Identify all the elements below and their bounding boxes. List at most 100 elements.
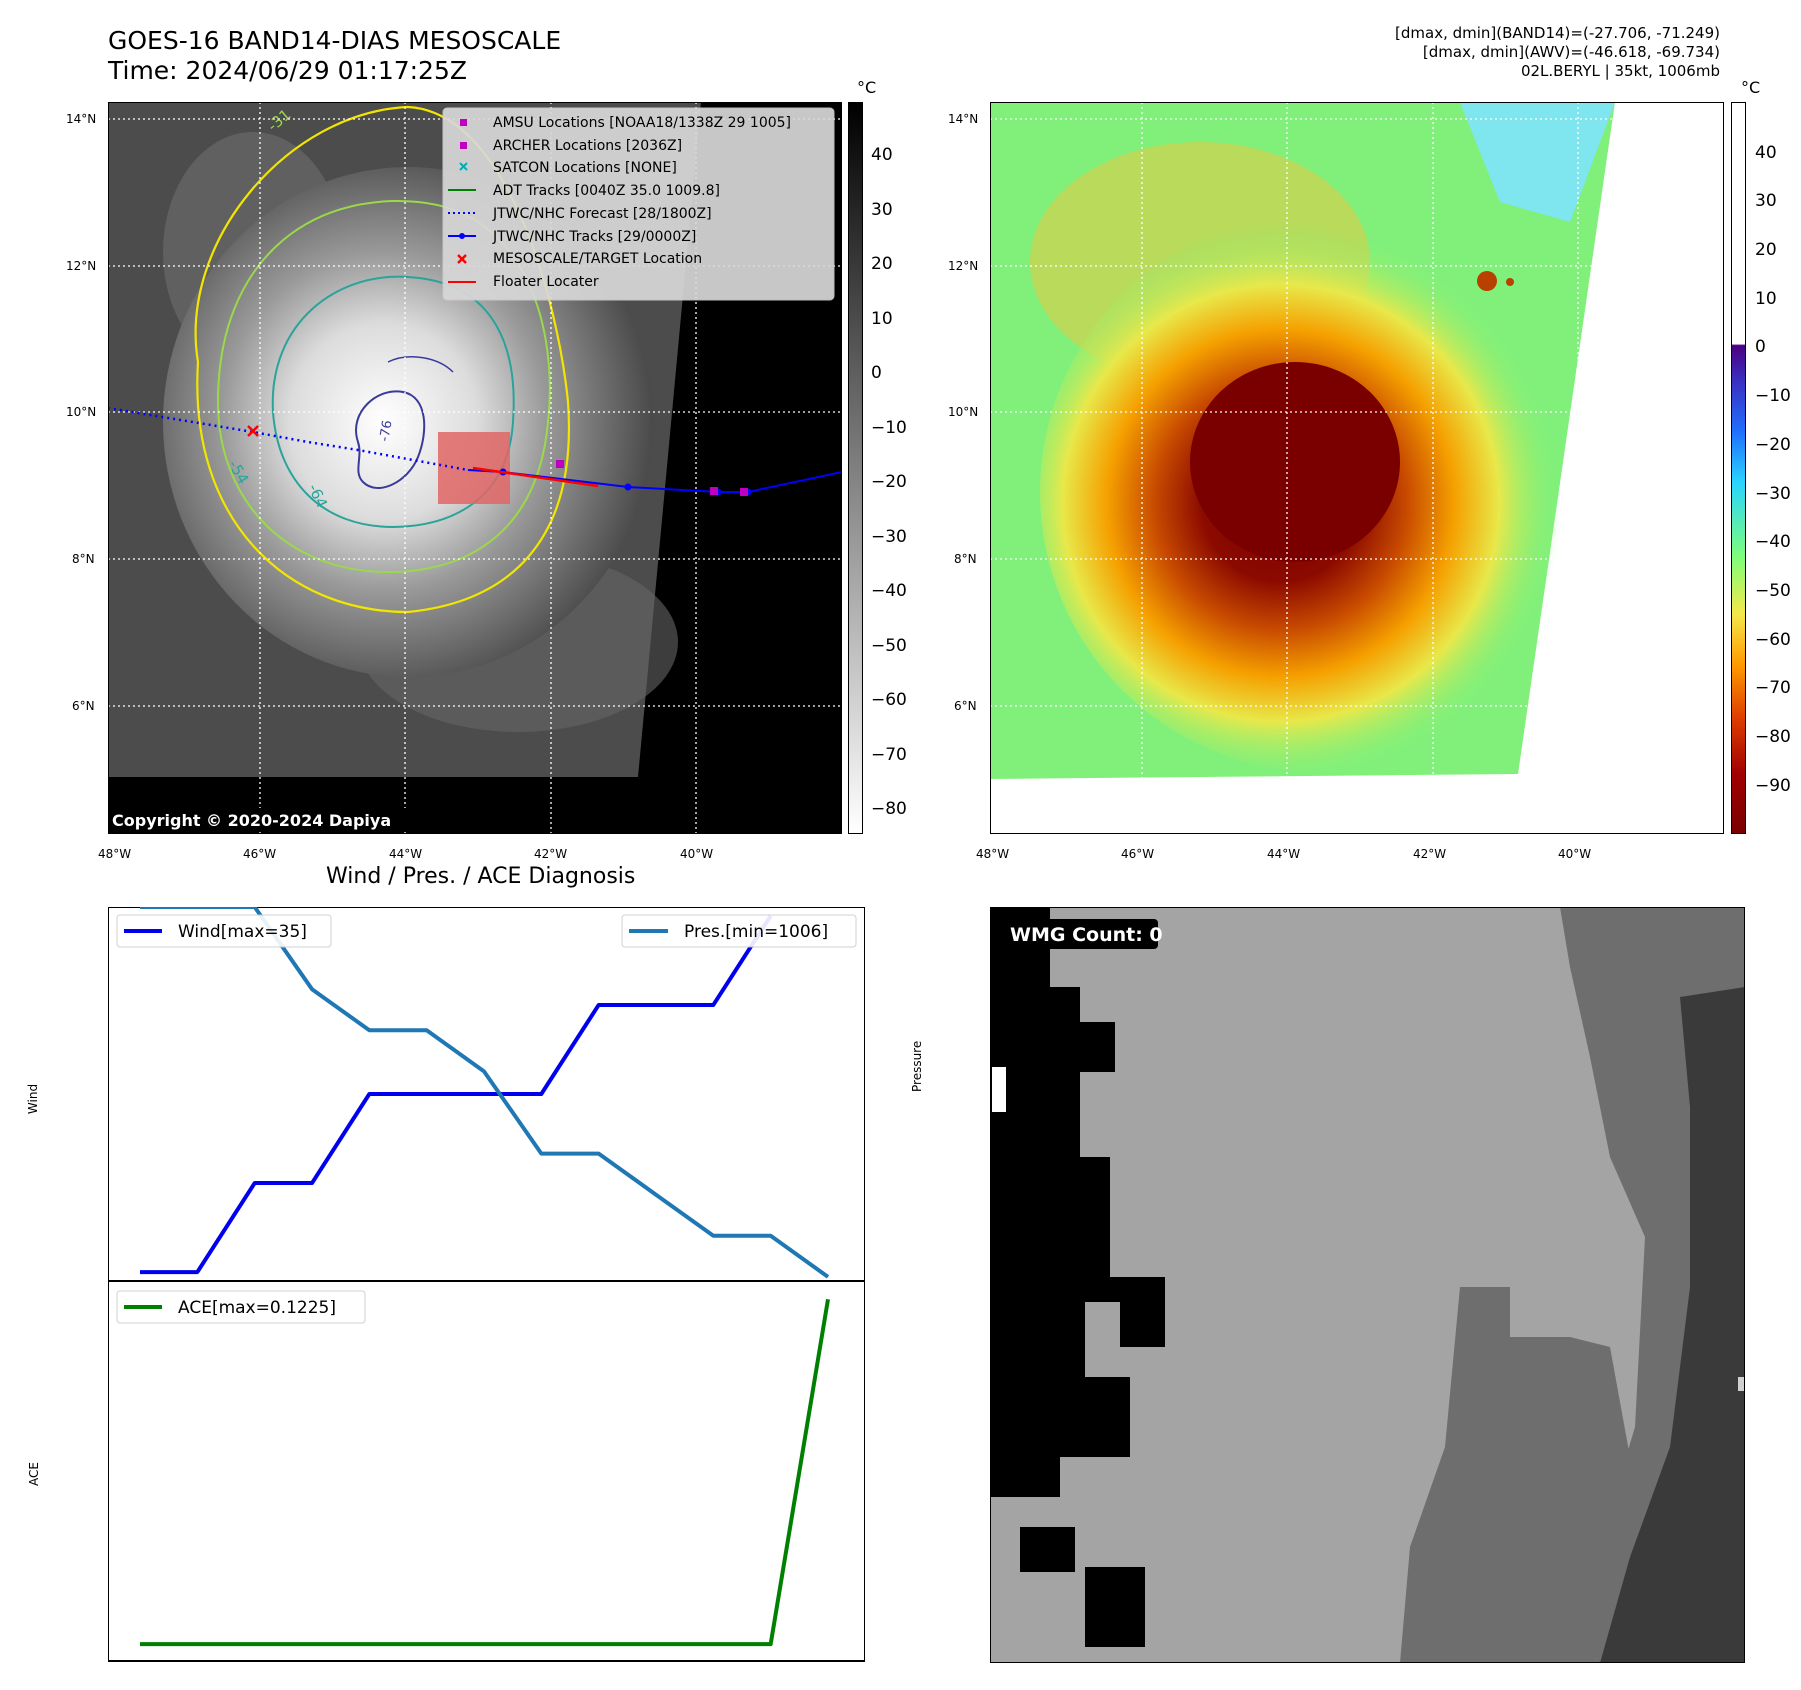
wmg-dark-patch (1020, 1527, 1075, 1572)
awv-gridlines (990, 102, 1724, 834)
ir-colorbar-tick: −30 (871, 527, 907, 547)
lon-tick: 46°W (1121, 847, 1155, 861)
lon-tick: 48°W (98, 847, 132, 861)
lat-tick: 14°N (948, 112, 979, 126)
awv-colorbar-tick: −80 (1755, 727, 1791, 747)
jtwc-forecast-track (108, 406, 469, 472)
legend-archer-marker (460, 142, 467, 149)
lat-tick: 10°N (948, 405, 979, 419)
awv-map (990, 102, 1724, 834)
amsu-marker (710, 487, 718, 495)
awv-moist-region (1460, 102, 1615, 222)
wmg-dark-region (990, 907, 1165, 1497)
legend-label: Floater Locater (493, 274, 599, 290)
lon-tick: 42°W (1413, 847, 1447, 861)
awv-colorbar-tick: 10 (1755, 289, 1777, 309)
info-band14: [dmax, dmin](BAND14)=(-27.706, -71.249) (1395, 24, 1720, 42)
contour-54 (216, 200, 551, 574)
lon-tick: 40°W (1558, 847, 1592, 861)
contour-31 (194, 105, 571, 614)
wind-legend-label: Wind[max=35] (178, 922, 307, 942)
ir-colorbar (848, 102, 863, 834)
series-layer (140, 907, 830, 1647)
wmg-count-label: WMG Count: 0 (1010, 924, 1163, 946)
ir-colorbar-tick: 30 (871, 200, 893, 220)
awv-colorbar-tick: −20 (1755, 435, 1791, 455)
ir-map: -54 -64 -31 -76 AMSU Locations (108, 102, 842, 834)
ir-colorbar-tick: 40 (871, 145, 893, 165)
diagnosis-chart: 35.032.530.027.525.022.520.017.515.0 101… (108, 907, 865, 1662)
awv-storm-core (1190, 362, 1400, 562)
legend-label: MESOSCALE/TARGET Location (493, 251, 702, 267)
ir-colorbar-tick: 10 (871, 309, 893, 329)
ir-colorbar-tick: 20 (871, 254, 893, 274)
legend-label: AMSU Locations [NOAA18/1338Z 29 1005] (493, 115, 791, 131)
wmg-white-patch (992, 1067, 1006, 1112)
contour-64 (271, 275, 515, 529)
awv-colorbar-tick: −50 (1755, 581, 1791, 601)
awv-colorbar-tick: −40 (1755, 532, 1791, 552)
lat-tick: 12°N (66, 259, 97, 273)
lat-tick: 8°N (72, 552, 95, 566)
lat-tick: 12°N (948, 259, 979, 273)
ace-ylabel: ACE (26, 1462, 41, 1486)
lon-tick: 42°W (534, 847, 568, 861)
ir-colorbar-tick: −20 (871, 472, 907, 492)
contour-76 (355, 390, 426, 489)
archer-marker (556, 460, 564, 468)
lat-tick: 6°N (954, 699, 977, 713)
legend-label: JTWC/NHC Forecast [28/1800Z] (492, 206, 712, 222)
wmg-dark-patch (1085, 1567, 1145, 1647)
series-line-1 (140, 907, 830, 1279)
contour-76-fragment (387, 356, 454, 373)
legend-label: ADT Tracks [0040Z 35.0 1009.8] (493, 183, 720, 199)
floater-locater-line (472, 466, 599, 488)
awv-colorbar-tick: 30 (1755, 191, 1777, 211)
series-line-2 (140, 1298, 830, 1647)
wmg-panel: WMG Count: 0 (990, 907, 1745, 1663)
legend-label: ARCHER Locations [2036Z] (493, 138, 682, 154)
wind-ylabel: Wind (26, 1083, 41, 1115)
pressure-legend: Pres.[min=1006] (621, 914, 857, 948)
ir-legend: AMSU Locations [NOAA18/1338Z 29 1005] AR… (442, 107, 835, 301)
amsu-marker (740, 488, 748, 496)
contour-label: -76 (377, 419, 395, 443)
awv-colorbar-tick: 0 (1755, 337, 1766, 357)
ir-colorbar-tick: −60 (871, 690, 907, 710)
legend-amsu-marker (460, 119, 467, 126)
legend-track-dot (459, 233, 465, 239)
pressure-legend-label: Pres.[min=1006] (684, 922, 828, 942)
ir-colorbar-tick: −70 (871, 745, 907, 765)
lat-tick: 14°N (66, 112, 97, 126)
awv-colorbar-tick: −70 (1755, 678, 1791, 698)
legend-satcon-marker (459, 162, 468, 171)
awv-convective-cell (1477, 271, 1497, 291)
lat-tick: 10°N (66, 405, 97, 419)
awv-colorbar-tick: −30 (1755, 484, 1791, 504)
awv-colorbar (1731, 102, 1746, 834)
copyright-box (108, 808, 413, 832)
diagnosis-title: Wind / Pres. / ACE Diagnosis (326, 864, 636, 889)
ace-frame (108, 1280, 865, 1662)
lon-tick: 44°W (389, 847, 423, 861)
lon-tick: 48°W (976, 847, 1010, 861)
legend-target-marker (457, 254, 467, 264)
chart-time: Time: 2024/06/29 01:17:25Z (108, 56, 467, 85)
wmg-mid-region (1400, 1287, 1630, 1663)
awv-colorbar-tick: −10 (1755, 386, 1791, 406)
awv-colorbar-tick: −60 (1755, 630, 1791, 650)
ace-legend: ACE[max=0.1225] (116, 1290, 366, 1324)
wind-legend: Wind[max=35] (116, 914, 332, 948)
lon-tick: 46°W (243, 847, 277, 861)
info-awv: [dmax, dmin](AWV)=(-46.618, -69.734) (1422, 43, 1720, 61)
awv-convective-cell (1506, 278, 1514, 286)
wmg-label-box (1000, 919, 1158, 949)
wmg-deep-region (1600, 987, 1745, 1663)
awv-colorbar-unit: °C (1741, 78, 1761, 97)
awv-colorbar-tick: −90 (1755, 776, 1791, 796)
awv-colorbar-tick: 40 (1755, 143, 1777, 163)
legend-label: JTWC/NHC Tracks [29/0000Z] (492, 229, 696, 245)
ir-colorbar-tick: −10 (871, 418, 907, 438)
lon-tick: 40°W (680, 847, 714, 861)
info-storm: 02L.BERYL | 35kt, 1006mb (1520, 62, 1720, 80)
